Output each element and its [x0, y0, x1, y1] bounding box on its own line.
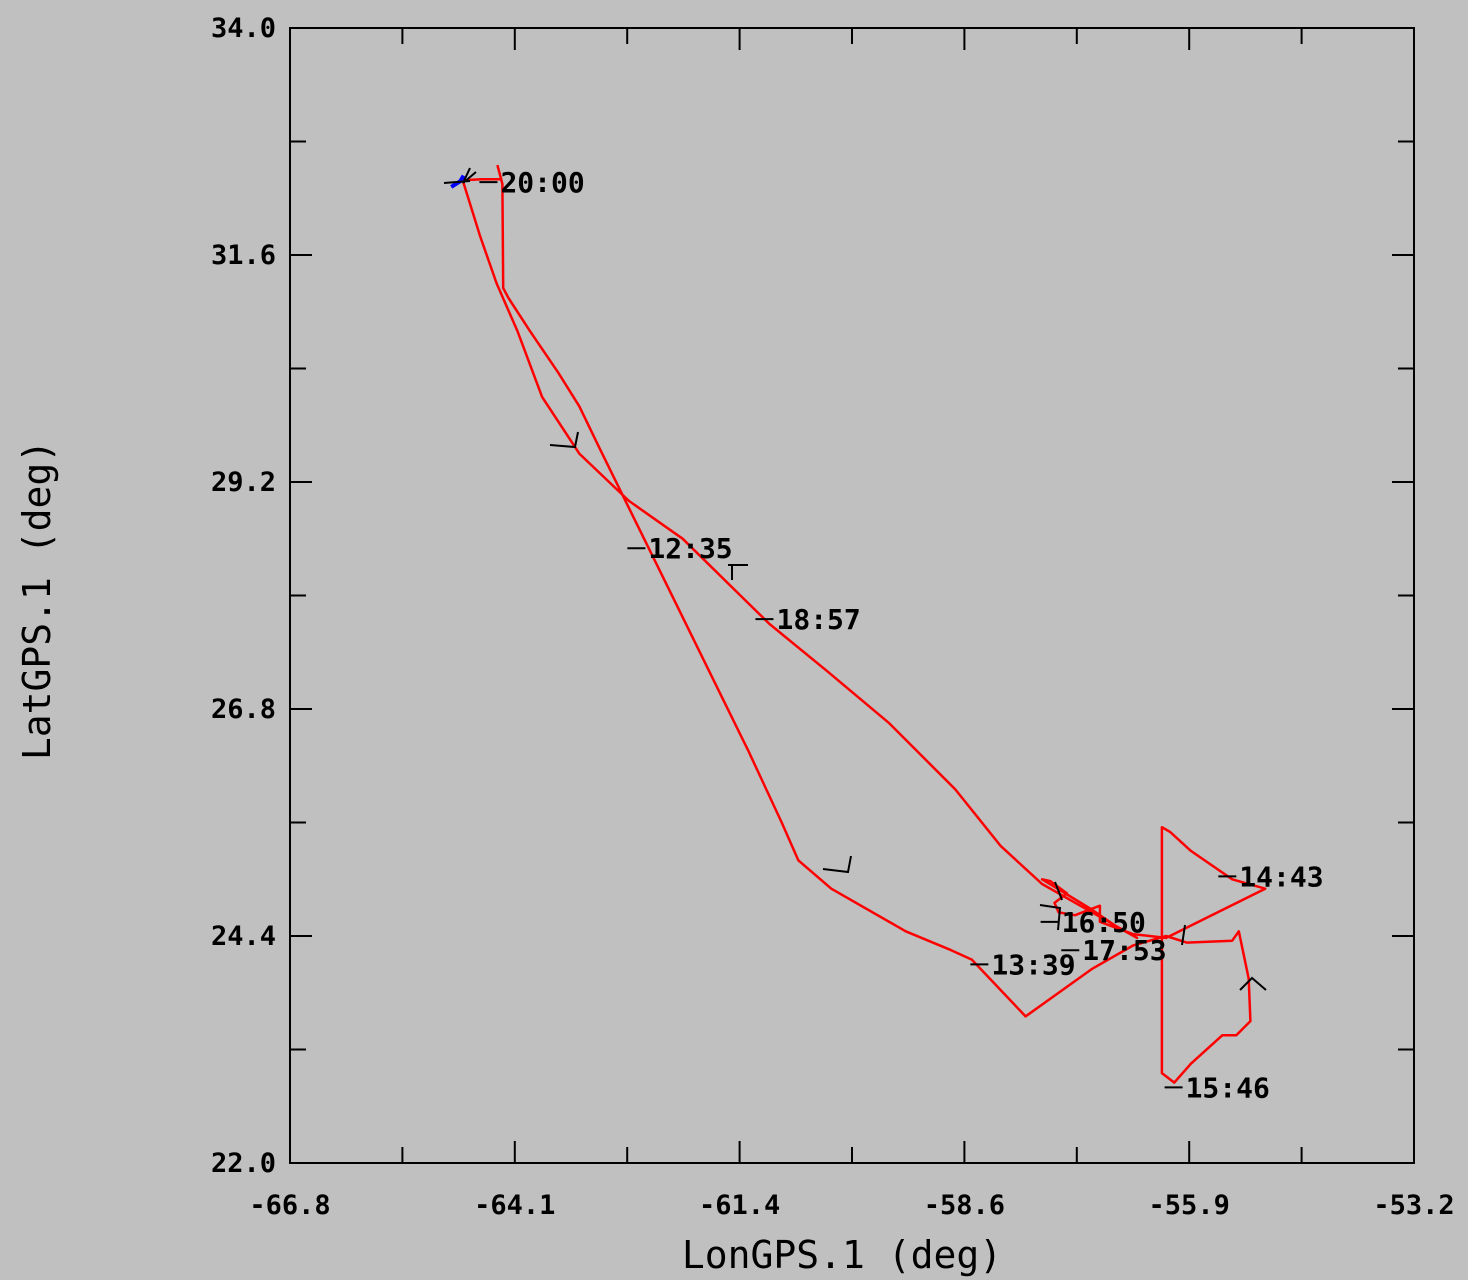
x-tick-label: -55.9 — [1149, 1190, 1230, 1221]
x-tick-label: -66.8 — [249, 1190, 330, 1221]
track-series-line — [461, 164, 1267, 1084]
y-axis-title: LatGPS.1 (deg) — [15, 440, 59, 760]
time-annotation: 13:39 — [991, 948, 1075, 981]
x-axis-title: LonGPS.1 (deg) — [682, 1233, 1002, 1277]
y-tick-label: 22.0 — [211, 1148, 276, 1179]
time-annotation: 20:00 — [500, 166, 584, 199]
y-tick-label: 31.6 — [211, 240, 276, 271]
x-tick-label: -58.6 — [924, 1190, 1005, 1221]
y-tick-label: 29.2 — [211, 467, 276, 498]
y-tick-label: 24.4 — [211, 921, 276, 952]
time-annotation: 15:46 — [1186, 1071, 1270, 1104]
time-annotation: 18:57 — [776, 603, 860, 636]
wind-barb-marks — [443, 167, 1267, 991]
x-tick-label: -53.2 — [1373, 1190, 1454, 1221]
x-tick-label: -64.1 — [474, 1190, 555, 1221]
plot-frame — [289, 27, 1415, 1164]
time-annotation: 17:53 — [1082, 934, 1166, 967]
time-annotation: 12:35 — [648, 532, 732, 565]
time-annotation: 16:50 — [1062, 906, 1146, 939]
x-tick-label: -61.4 — [699, 1190, 780, 1221]
y-tick-label: 26.8 — [211, 694, 276, 725]
time-annotation: 14:43 — [1239, 860, 1323, 893]
x-axis-ticks: -66.8 -64.1 -61.4 -58.6 -55.9 -53.2 — [249, 28, 1455, 1221]
y-axis-ticks: 34.0 31.6 29.2 26.8 24.4 22.0 — [211, 13, 1414, 1179]
y-tick-label: 34.0 — [211, 13, 276, 44]
